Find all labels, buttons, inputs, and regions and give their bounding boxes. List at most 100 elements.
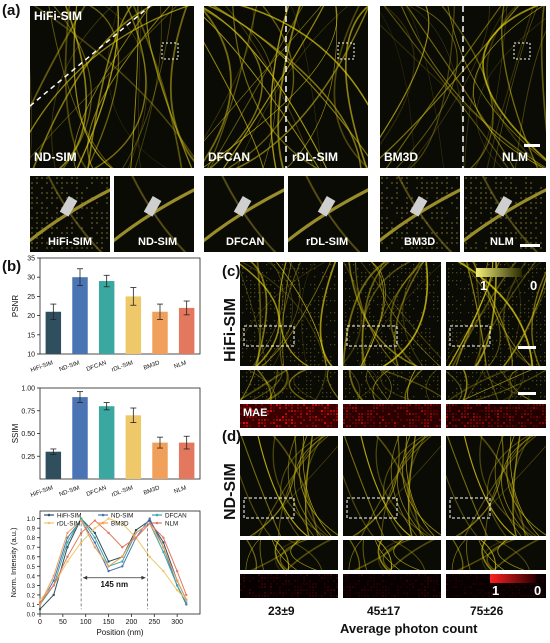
fiber-strand (459, 445, 546, 536)
series-point (162, 550, 165, 554)
fiber-strand (479, 436, 534, 536)
series-point (66, 546, 69, 549)
fiber-strand (363, 262, 421, 366)
series-point (148, 522, 151, 525)
fiber-strand (240, 436, 282, 536)
fiber-strand (33, 6, 194, 159)
series-point (38, 601, 42, 604)
fiber-strand (405, 436, 435, 536)
series-point (66, 531, 69, 535)
fiber-strand (240, 263, 280, 366)
overlay (449, 497, 491, 519)
fiber-strand (302, 436, 332, 536)
y-tick-label: 0.6 (27, 555, 36, 561)
noise-pattern (464, 176, 543, 250)
fiber-strand (473, 262, 481, 366)
bar-rdl-sim (125, 296, 142, 354)
zoom-hifi-sim: HiFi-SIM (30, 176, 110, 252)
fiber-strand (87, 6, 133, 168)
fiber-strand (270, 6, 290, 168)
y-tick-label: 20 (27, 313, 35, 320)
zoom-image (451, 540, 540, 570)
nd-zoom-3 (446, 540, 546, 570)
hifi-image-1 (240, 262, 338, 366)
fiber-strand (486, 370, 499, 400)
overlay (346, 497, 398, 519)
fiber-strand (400, 6, 546, 168)
fiber-strand (204, 6, 322, 142)
bar-dfcan (98, 406, 115, 479)
fiber-strand (278, 262, 310, 366)
fiber-strand (30, 6, 86, 110)
panel-label-b: (b) (2, 258, 22, 275)
overlay (346, 325, 398, 347)
fiber-strand (457, 262, 534, 366)
hifi-zoom-3 (446, 370, 546, 400)
fiber-strand (169, 6, 194, 163)
fiber-strand (498, 370, 513, 400)
fiber-strand (506, 436, 546, 536)
fiber-strand (261, 262, 331, 366)
series-point (121, 522, 124, 525)
x-tick-label: ND-SIM (59, 485, 81, 498)
fiber-strand (319, 262, 337, 366)
zoom-image (204, 176, 284, 252)
series-point (79, 519, 83, 522)
zoom-label-hifi-sim: HiFi-SIM (48, 236, 92, 248)
mae-map (240, 574, 338, 597)
colorbar-max-c: 0 (530, 278, 538, 293)
fiber-strand (264, 370, 289, 400)
microscopy-image (380, 6, 546, 168)
bar-rdl-sim (125, 415, 142, 479)
error-pattern (343, 404, 441, 427)
x-tick-label: 0 (38, 619, 42, 626)
nd-image-1 (240, 436, 338, 536)
series-point (93, 526, 97, 530)
fiber-strand (272, 436, 319, 536)
row-label-nd-sim: ND-SIM (222, 463, 239, 520)
microscopy-image (343, 436, 441, 536)
bar-dfcan (98, 281, 115, 354)
fiber-strand (290, 6, 322, 168)
fiber-strand (464, 436, 537, 536)
fiber-strand (227, 6, 295, 168)
x-tick-label: HiFi-SIM (30, 485, 54, 499)
plot-frame (39, 510, 201, 615)
fiber-strand (374, 540, 401, 570)
fiber-strand (246, 540, 258, 570)
fiber-strand (446, 474, 478, 536)
fiber-strand (122, 6, 174, 168)
fiber-strand (301, 262, 316, 366)
zoom-image (288, 176, 368, 252)
mae-map (343, 404, 441, 427)
fiber-strand (395, 6, 458, 168)
fiber-strand (481, 540, 493, 570)
fiber-strand (294, 436, 326, 536)
fiber-strand (240, 370, 289, 400)
series-point (162, 536, 165, 539)
fiber-strand (452, 540, 464, 570)
fiber-strand (383, 436, 425, 536)
roi-marker (494, 195, 513, 217)
mae-map (343, 574, 441, 597)
fiber-strand (208, 6, 276, 168)
zoom-image (446, 370, 546, 400)
fiber-strand (481, 540, 508, 570)
series-point (134, 536, 138, 539)
fiber-strand (515, 30, 546, 168)
series-point (52, 593, 55, 597)
fiber-strand (285, 540, 332, 570)
roi-marker (317, 195, 336, 217)
fiber-strand (221, 176, 277, 252)
fiber-strand (274, 540, 301, 570)
fiber-strand (240, 262, 327, 366)
noise-pattern (448, 372, 546, 398)
y-axis-label: Norm. Intensity (a.u.) (9, 527, 18, 598)
zoom-image (30, 176, 110, 252)
series-point (107, 569, 110, 573)
fiber-strand (502, 275, 546, 366)
fiber-strand (509, 436, 540, 536)
fiber-strand (138, 6, 142, 168)
fiber-strand (30, 6, 190, 134)
intensity-profile-chart: 0 50 100 150 200 250 300 0.0 0.1 0.2 0.3 0.4 0.5 0.6 0… (9, 510, 201, 637)
